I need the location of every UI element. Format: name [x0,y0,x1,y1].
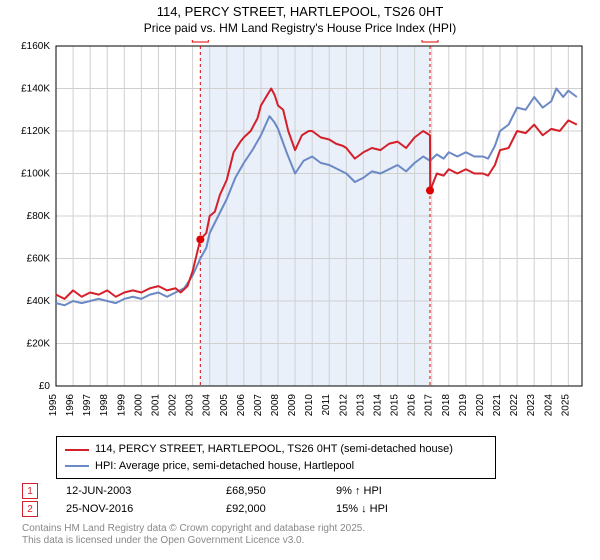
svg-text:2025: 2025 [560,394,571,417]
svg-text:1: 1 [198,40,204,42]
sale-date: 25-NOV-2016 [66,503,226,515]
svg-text:£160K: £160K [21,41,50,52]
svg-text:2022: 2022 [509,394,520,417]
svg-text:2000: 2000 [133,394,144,417]
svg-text:£20K: £20K [27,339,51,350]
sale-date: 12-JUN-2003 [66,485,226,497]
svg-text:£80K: £80K [27,211,51,222]
svg-text:2004: 2004 [202,394,213,417]
svg-text:2006: 2006 [236,394,247,417]
svg-text:2011: 2011 [321,394,332,416]
svg-text:2019: 2019 [458,394,469,417]
legend-swatch-price-paid [65,449,89,451]
footer: Contains HM Land Registry data © Crown c… [22,523,592,547]
sales-table: 1 12-JUN-2003£68,9509% ↑ HPI 2 25-NOV-2016£… [22,483,592,517]
svg-text:2023: 2023 [526,394,537,417]
legend-label-price-paid: 114, PERCY STREET, HARTLEPOOL, TS26 0HT … [95,441,453,458]
svg-text:2001: 2001 [150,394,161,417]
svg-text:2: 2 [427,40,433,42]
chart-container: 114, PERCY STREET, HARTLEPOOL, TS26 0HT … [0,0,600,560]
svg-text:2007: 2007 [253,394,264,417]
svg-text:£100K: £100K [21,169,50,180]
svg-text:2018: 2018 [441,394,452,417]
svg-text:£0: £0 [39,381,51,392]
svg-text:2013: 2013 [355,394,366,417]
chart-area: £0 £20K £40K £60K £80K £100K £120K £140K £160K 19… [8,40,592,430]
legend-row-hpi: HPI: Average price, semi-detached house,… [65,458,487,475]
svg-text:£40K: £40K [27,296,51,307]
footer-line1: Contains HM Land Registry data © Crown c… [22,523,592,535]
svg-text:2015: 2015 [390,394,401,417]
svg-text:2012: 2012 [338,394,349,417]
svg-text:2020: 2020 [475,394,486,417]
line-chart: £0 £20K £40K £60K £80K £100K £120K £140K £160K 19… [8,40,592,430]
svg-text:2021: 2021 [492,394,503,417]
svg-text:2003: 2003 [185,394,196,417]
svg-text:2009: 2009 [287,394,298,417]
sale-marker-badge: 2 [22,501,38,517]
footer-line2: This data is licensed under the Open Gov… [22,535,592,547]
sales-row: 2 25-NOV-2016£92,00015% ↓ HPI [22,501,592,517]
svg-text:1997: 1997 [82,394,93,417]
svg-text:2005: 2005 [219,394,230,417]
legend-label-hpi: HPI: Average price, semi-detached house,… [95,458,354,475]
svg-text:£140K: £140K [21,84,50,95]
svg-text:2024: 2024 [543,394,554,417]
svg-text:1999: 1999 [116,394,127,417]
page-subtitle: Price paid vs. HM Land Registry's House … [8,21,592,37]
sale-note: 9% ↑ HPI [336,485,382,497]
svg-text:2016: 2016 [407,394,418,417]
svg-text:£120K: £120K [21,126,50,137]
svg-text:2017: 2017 [424,394,435,417]
svg-text:1995: 1995 [48,394,59,417]
legend-swatch-hpi [65,465,89,467]
sale-marker-badge: 1 [22,483,38,499]
svg-text:1996: 1996 [65,394,76,417]
sale-price: £68,950 [226,485,336,497]
svg-text:1998: 1998 [99,394,110,417]
legend-row-price-paid: 114, PERCY STREET, HARTLEPOOL, TS26 0HT … [65,441,487,458]
sale-note: 15% ↓ HPI [336,503,388,515]
legend: 114, PERCY STREET, HARTLEPOOL, TS26 0HT … [56,436,496,479]
sales-row: 1 12-JUN-2003£68,9509% ↑ HPI [22,483,592,499]
svg-text:2002: 2002 [168,394,179,417]
page-title: 114, PERCY STREET, HARTLEPOOL, TS26 0HT [8,4,592,21]
svg-text:2008: 2008 [270,394,281,417]
svg-text:2010: 2010 [304,394,315,417]
sale-price: £92,000 [226,503,336,515]
svg-text:£60K: £60K [27,254,51,265]
svg-text:2014: 2014 [372,394,383,417]
